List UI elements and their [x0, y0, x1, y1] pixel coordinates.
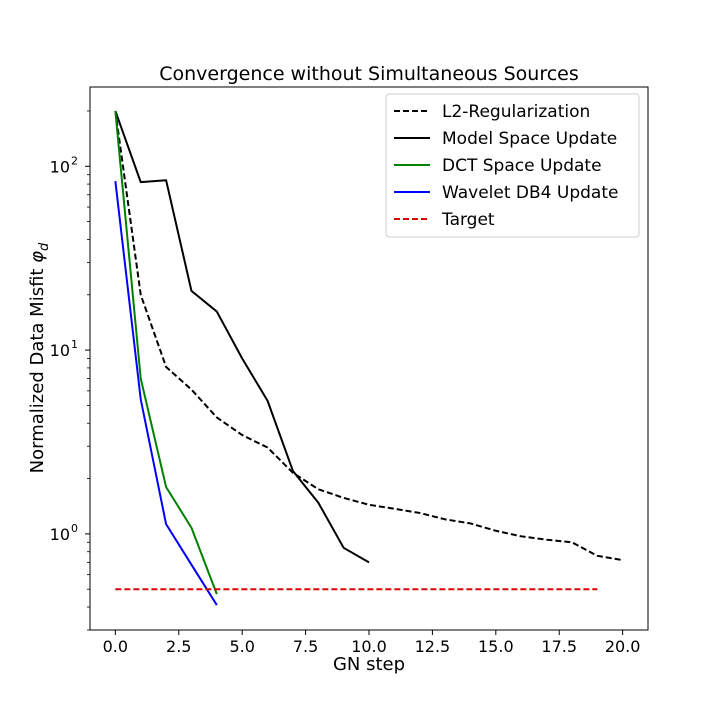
x-tick-label-2: 5.0: [229, 637, 254, 656]
y-tick-exponent-1: 1: [71, 338, 78, 351]
legend-label-1: Model Space Update: [442, 129, 617, 149]
y-axis-label-subscript: d: [37, 242, 52, 251]
x-tick-label-6: 15.0: [478, 637, 514, 656]
chart-title: Convergence without Simultaneous Sources: [159, 63, 579, 85]
x-axis-label: GN step: [333, 654, 405, 675]
y-axis-label: Normalized Data Misfit φd: [27, 242, 52, 473]
y-tick-label-2: 10: [50, 157, 70, 176]
y-axis-label-text: Normalized Data Misfit: [27, 263, 48, 474]
plot-area: [114, 110, 623, 606]
y-tick-label-1: 10: [50, 341, 70, 360]
series-line-1: [114, 110, 370, 564]
legend-label-0: L2-Regularization: [442, 102, 590, 122]
y-tick-label-0: 10: [50, 525, 70, 544]
legend: L2-Regularization Model Space Update DCT S…: [385, 93, 640, 238]
series-line-3: [114, 181, 218, 606]
x-axis: 0.0 2.5 5.0 7.5 10.0 12.5 15.0 17.5 20.0: [103, 630, 641, 656]
legend-label-3: Wavelet DB4 Update: [442, 183, 618, 203]
x-tick-label-7: 17.5: [541, 637, 577, 656]
legend-label-2: DCT Space Update: [442, 156, 602, 176]
x-tick-label-8: 20.0: [605, 637, 641, 656]
legend-frame: [385, 93, 640, 238]
x-tick-label-0: 0.0: [103, 637, 128, 656]
y-tick-exponent-2: 2: [71, 154, 78, 167]
series-line-0: [114, 110, 623, 562]
x-tick-label-1: 2.5: [166, 637, 191, 656]
x-tick-label-3: 7.5: [293, 637, 318, 656]
x-tick-label-4: 10.0: [351, 637, 387, 656]
x-tick-label-5: 12.5: [415, 637, 451, 656]
series-line-2: [114, 110, 218, 595]
y-axis-label-symbol: φ: [27, 251, 48, 263]
y-tick-exponent-0: 0: [71, 522, 78, 535]
legend-label-4: Target: [441, 210, 495, 230]
